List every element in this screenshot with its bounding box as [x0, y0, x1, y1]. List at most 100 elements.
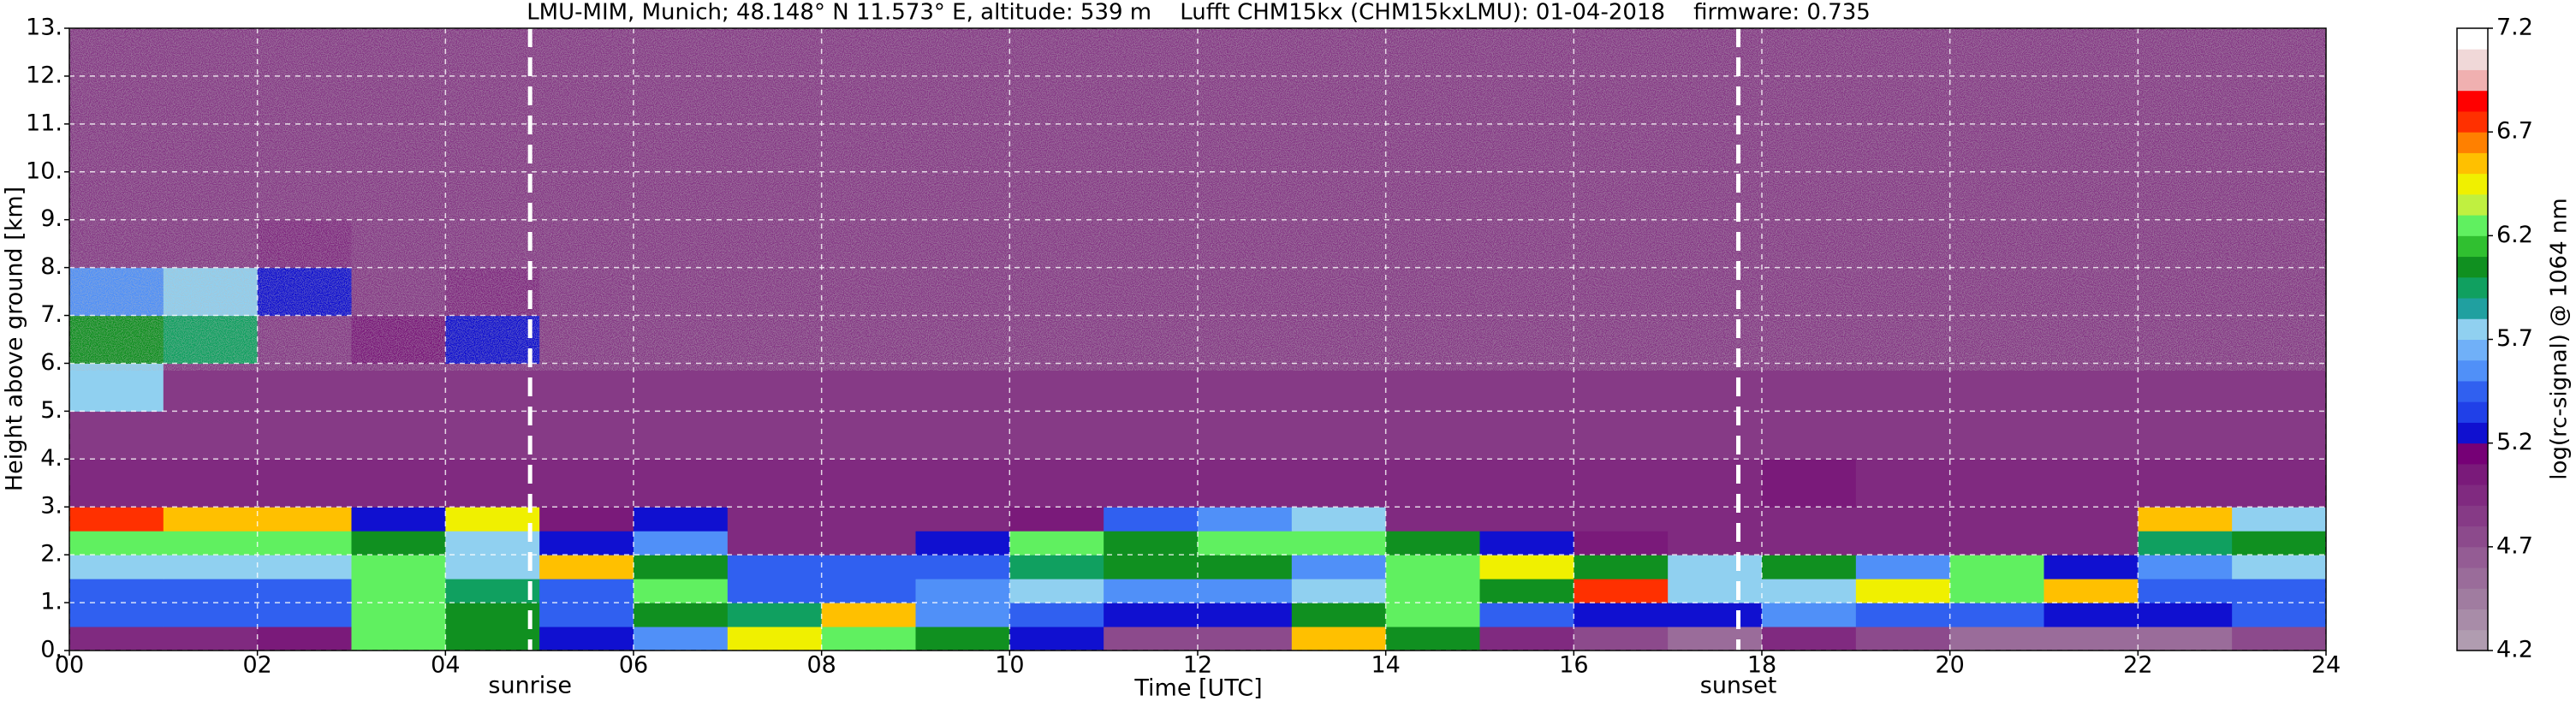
heatmap-cell: [915, 363, 1010, 412]
colorbar-step: [2457, 173, 2488, 195]
heatmap-cell: [1104, 579, 1199, 603]
heatmap-cell: [1198, 531, 1293, 556]
heatmap-cell: [1385, 507, 1480, 532]
heatmap-cell: [69, 555, 164, 579]
heatmap-cell: [69, 531, 164, 556]
heatmap-cell: [163, 363, 259, 412]
heatmap-cell: [1479, 507, 1574, 532]
heatmap-cell: [1855, 579, 1951, 603]
heatmap-cell: [257, 507, 352, 532]
heatmap-cell: [1009, 555, 1104, 579]
heatmap-cell: [1949, 363, 2044, 412]
heatmap-cell: [634, 555, 729, 579]
heatmap-cell: [351, 603, 446, 627]
x-tick-label: 10: [995, 652, 1024, 679]
heatmap-cell: [1574, 603, 1669, 627]
heatmap-cell: [445, 579, 540, 603]
heatmap-cell: [821, 603, 916, 627]
heatmap-cell: [634, 531, 729, 556]
heatmap-cell: [163, 507, 259, 532]
heatmap-cell: [445, 363, 540, 412]
x-tick-label: 24: [2311, 652, 2341, 679]
y-axis-label: Height above ground [km]: [2, 187, 28, 491]
heatmap-cell: [2232, 363, 2326, 412]
annotation-label: sunrise: [488, 673, 572, 699]
heatmap-cell: [539, 603, 634, 627]
heatmap-cell: [1762, 411, 1857, 460]
heatmap-cell: [2044, 579, 2139, 603]
heatmap-cell: [1949, 603, 2044, 627]
y-tick-label: 12.: [26, 62, 62, 88]
heatmap-cell: [1104, 411, 1199, 460]
heatmap-cell: [1574, 579, 1669, 603]
heatmap-cell: [1291, 531, 1387, 556]
heatmap-cell: [1385, 627, 1480, 651]
colorbar-step: [2457, 609, 2488, 631]
heatmap-cell: [163, 603, 259, 627]
heatmap-cell: [351, 411, 446, 460]
heatmap-cell: [634, 507, 729, 532]
heatmap-cell: [2044, 531, 2139, 556]
heatmap-cell: [1104, 531, 1199, 556]
heatmap-cell: [1479, 627, 1574, 651]
heatmap-cell: [1762, 507, 1857, 532]
heatmap-cell: [1009, 627, 1104, 651]
heatmap-cell: [821, 411, 916, 460]
y-tick-label: 2.: [40, 541, 62, 567]
heatmap-cell: [1104, 363, 1199, 412]
heatmap-cell: [1479, 555, 1574, 579]
heatmap-cell: [1762, 603, 1857, 627]
heatmap-cell: [351, 507, 446, 532]
heatmap-cell: [351, 459, 446, 508]
y-tick-label: 11.: [26, 110, 62, 136]
heatmap-cell: [1291, 555, 1387, 579]
heatmap-cell: [1762, 627, 1857, 651]
heatmap-cell: [1762, 459, 1857, 508]
heatmap-cell: [1574, 555, 1669, 579]
y-tick-label: 3.: [40, 493, 62, 520]
heatmap-cell: [1009, 531, 1104, 556]
heatmap-cell: [539, 627, 634, 651]
heatmap-cell: [163, 579, 259, 603]
heatmap-cell: [2138, 579, 2233, 603]
heatmap-cell: [727, 579, 823, 603]
heatmap-cell: [1479, 411, 1574, 460]
heatmap-cell: [539, 555, 634, 579]
colorbar-step: [2457, 629, 2488, 651]
heatmap-cell: [2232, 459, 2326, 508]
heatmap-cell: [2232, 507, 2326, 532]
heatmap-cell: [1668, 555, 1763, 579]
heatmap-cell: [2232, 531, 2326, 556]
heatmap-cell: [445, 531, 540, 556]
heatmap-cell: [69, 459, 164, 508]
heatmap-cell: [1949, 579, 2044, 603]
x-tick-label: 04: [431, 652, 460, 679]
heatmap-cell: [821, 579, 916, 603]
heatmap-cell: [445, 603, 540, 627]
heatmap-cell: [727, 411, 823, 460]
colorbar-step: [2457, 422, 2488, 444]
colorbar-step: [2457, 276, 2488, 299]
heatmap-cell: [1198, 627, 1293, 651]
colorbar-step: [2457, 90, 2488, 112]
heatmap-cell: [1009, 363, 1104, 412]
heatmap-cell: [2138, 363, 2233, 412]
heatmap-cell: [634, 459, 729, 508]
heatmap-cell: [1574, 459, 1669, 508]
heatmap-cell: [821, 531, 916, 556]
heatmap-cell: [539, 579, 634, 603]
heatmap-cell: [1291, 507, 1387, 532]
heatmap-cell: [69, 411, 164, 460]
heatmap-cell: [1104, 555, 1199, 579]
heatmap-cell: [1855, 555, 1951, 579]
heatmap-cell: [1198, 459, 1293, 508]
heatmap-cell: [821, 555, 916, 579]
colorbar-step: [2457, 235, 2488, 258]
heatmap-cell: [1385, 603, 1480, 627]
colorbar-step: [2457, 256, 2488, 278]
heatmap-cell: [69, 579, 164, 603]
heatmap-cell: [257, 555, 352, 579]
heatmap-cell: [539, 363, 634, 412]
heatmap-cell: [1949, 627, 2044, 651]
